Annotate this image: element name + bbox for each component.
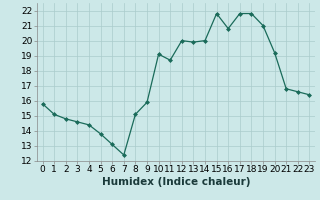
X-axis label: Humidex (Indice chaleur): Humidex (Indice chaleur): [102, 177, 250, 187]
